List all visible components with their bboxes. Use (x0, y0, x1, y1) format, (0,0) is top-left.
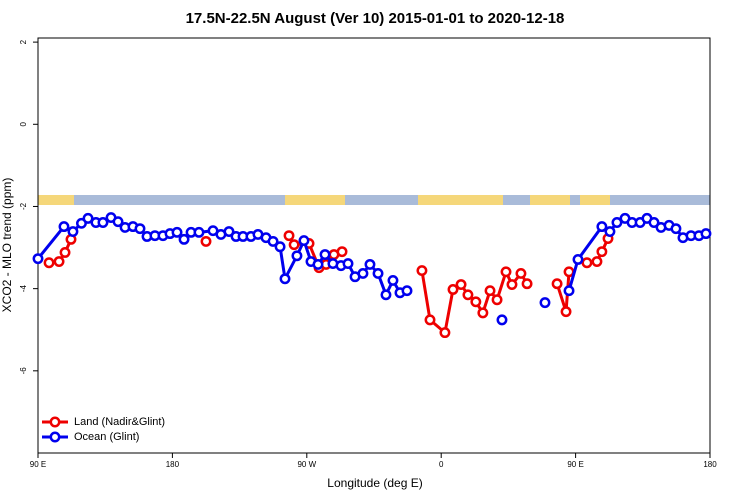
point (439, 327, 451, 339)
point (596, 221, 608, 233)
point (267, 235, 279, 247)
x-tick-label: 90 E (30, 460, 46, 469)
point (336, 246, 348, 258)
point (200, 235, 212, 247)
point (58, 221, 70, 233)
point (416, 265, 428, 277)
point (134, 223, 146, 235)
point (274, 241, 286, 253)
point (53, 256, 65, 267)
point (171, 226, 183, 238)
point (491, 294, 503, 306)
y-tick-label: -6 (19, 367, 28, 375)
point (496, 314, 508, 326)
y-tick-label: 0 (19, 122, 28, 127)
point (462, 289, 474, 301)
point (387, 274, 399, 286)
point (319, 249, 331, 260)
point (591, 256, 603, 267)
point (67, 226, 79, 237)
point (604, 226, 616, 237)
point (312, 258, 324, 270)
point (455, 279, 467, 290)
point (477, 307, 489, 319)
point (563, 266, 575, 278)
point (611, 217, 623, 228)
point (521, 278, 533, 290)
legend-marker (49, 416, 61, 428)
point (484, 285, 496, 297)
x-tick-label: 180 (703, 460, 717, 469)
y-axis-label: XCO2 - MLO trend (ppm) (0, 178, 14, 313)
point (539, 297, 551, 309)
point (581, 257, 593, 269)
y-tick-label: -2 (19, 202, 28, 210)
point (372, 267, 384, 279)
point (288, 239, 300, 251)
point (700, 228, 712, 240)
point (223, 226, 235, 237)
point (32, 253, 44, 265)
point (380, 289, 392, 301)
point (59, 247, 71, 258)
point (193, 226, 205, 238)
point (364, 258, 376, 270)
x-tick-label: 90 E (567, 460, 583, 469)
point (470, 296, 482, 308)
x-tick-label: 0 (439, 460, 444, 469)
point (563, 285, 575, 297)
point (283, 230, 295, 242)
point (670, 223, 682, 235)
point (298, 235, 310, 247)
point (515, 267, 527, 279)
point (560, 306, 572, 318)
legend-marker (49, 431, 61, 443)
map-strip (38, 195, 710, 205)
y-tick-label: -4 (19, 285, 28, 293)
plot-frame (37, 37, 711, 454)
point (357, 267, 369, 279)
legend-label: Ocean (Glint) (74, 431, 139, 443)
x-axis-label: Longitude (deg E) (327, 476, 422, 490)
point (279, 273, 291, 285)
chart-title: 17.5N-22.5N August (Ver 10) 2015-01-01 t… (186, 10, 565, 27)
point (291, 250, 303, 262)
point (551, 278, 563, 290)
point (112, 216, 124, 228)
x-tick-label: 90 W (297, 460, 316, 469)
point (401, 285, 413, 297)
x-tick-label: 180 (166, 460, 180, 469)
point (97, 217, 109, 228)
point (596, 246, 608, 258)
point (648, 217, 660, 228)
legend-label: Land (Nadir&Glint) (74, 416, 165, 428)
y-tick-label: 2 (19, 39, 28, 44)
point (572, 254, 584, 265)
point (424, 314, 436, 326)
point (178, 233, 190, 245)
point (506, 279, 518, 290)
point (447, 284, 459, 295)
point (342, 258, 354, 270)
point (43, 257, 55, 269)
point (500, 266, 512, 278)
point (82, 212, 94, 224)
